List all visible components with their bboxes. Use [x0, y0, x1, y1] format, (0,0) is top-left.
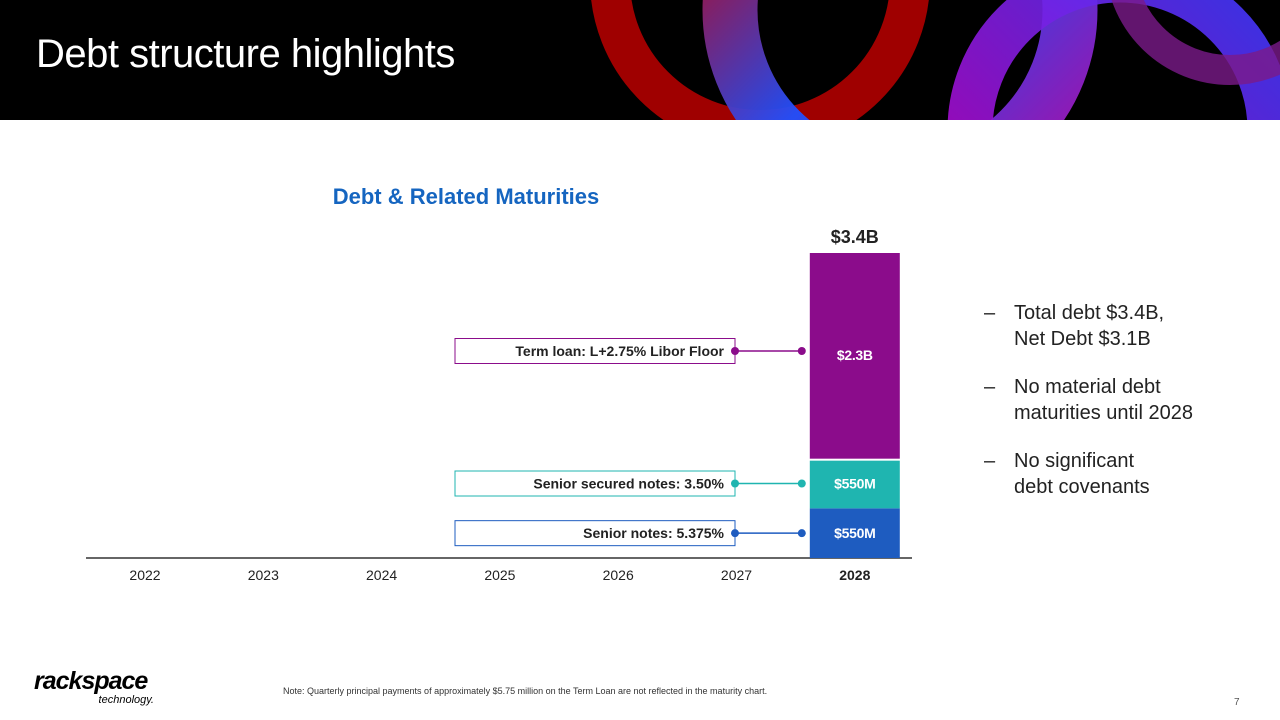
- bullet-total-debt: Total debt $3.4B, Net Debt $3.1B: [984, 300, 1264, 352]
- x-tick-label-2026: 2026: [603, 567, 634, 583]
- data-label-senior_secured: $550M: [834, 476, 875, 492]
- logo-wordmark: rackspace: [34, 667, 148, 695]
- data-label-term_loan: $2.3B: [837, 347, 873, 363]
- decorative-rings-graphic: [591, 0, 1280, 120]
- callout-label-senior_notes: Senior notes: 5.375%: [583, 525, 724, 541]
- chart-title: Debt & Related Maturities: [332, 184, 600, 209]
- x-tick-label-2023: 2023: [248, 567, 279, 583]
- x-tick-label-2027: 2027: [721, 567, 752, 583]
- callout-label-senior_secured: Senior secured notes: 3.50%: [533, 476, 724, 492]
- callout-box-term_loan: [454, 338, 736, 364]
- x-tick-label-2025: 2025: [484, 567, 515, 583]
- rackspace-logo: rackspace technology.: [34, 668, 164, 706]
- logo-subtitle: technology.: [98, 694, 154, 706]
- slide-title: Debt structure highlights: [36, 32, 455, 76]
- highlights-list: Total debt $3.4B, Net Debt $3.1B No mate…: [984, 300, 1264, 522]
- header-banner: Debt structure highlights: [0, 0, 1280, 120]
- callout-dot-end-senior_secured: [797, 479, 806, 488]
- bar-senior_notes-2028: [809, 508, 900, 558]
- callout-box-senior_notes: [454, 520, 736, 547]
- page-number: 7: [1234, 697, 1240, 708]
- x-tick-label-2028: 2028: [839, 567, 870, 583]
- callout-dot-start-term_loan: [731, 347, 739, 355]
- bullet-no-covenants: No significant debt covenants: [984, 448, 1264, 500]
- callout-dot-start-senior_notes: [731, 529, 739, 538]
- callout-dot-end-term_loan: [797, 347, 806, 355]
- x-tick-label-2024: 2024: [366, 567, 397, 583]
- callout-dot-start-senior_secured: [731, 479, 739, 488]
- callout-dot-end-senior_notes: [797, 529, 806, 538]
- footnote: Note: Quarterly principal payments of ap…: [283, 686, 768, 696]
- bar-term_loan-2028: [809, 253, 900, 459]
- x-tick-label-2022: 2022: [129, 567, 160, 583]
- callout-label-term_loan: Term loan: L+2.75% Libor Floor: [515, 343, 724, 359]
- bar-senior_secured-2028: [809, 460, 900, 509]
- data-label-senior_notes: $550M: [834, 525, 875, 541]
- total-label: $3.4B: [831, 227, 879, 247]
- bullet-no-maturities: No material debt maturities until 2028: [984, 374, 1264, 426]
